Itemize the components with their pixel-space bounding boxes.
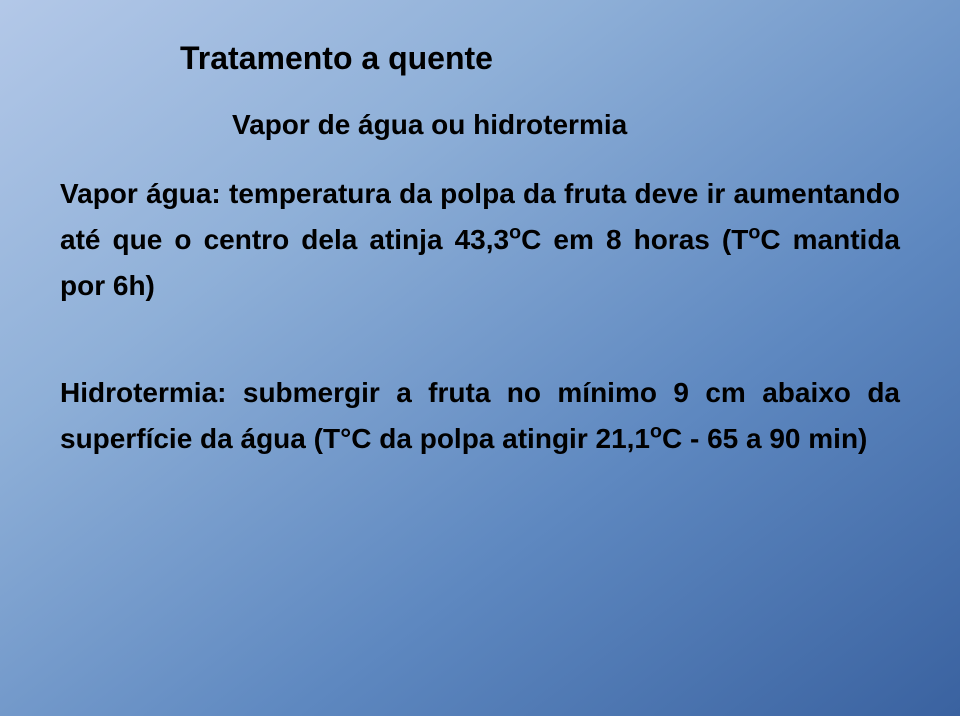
slide-title: Tratamento a quente (180, 40, 900, 77)
slide-subtitle: Vapor de água ou hidrotermia (232, 109, 900, 141)
paragraph-vapor: Vapor água: temperatura da polpa da frut… (60, 171, 900, 310)
paragraph-hidrotermia: Hidrotermia: submergir a fruta no mínimo… (60, 370, 900, 462)
slide: Tratamento a quente Vapor de água ou hid… (0, 0, 960, 716)
